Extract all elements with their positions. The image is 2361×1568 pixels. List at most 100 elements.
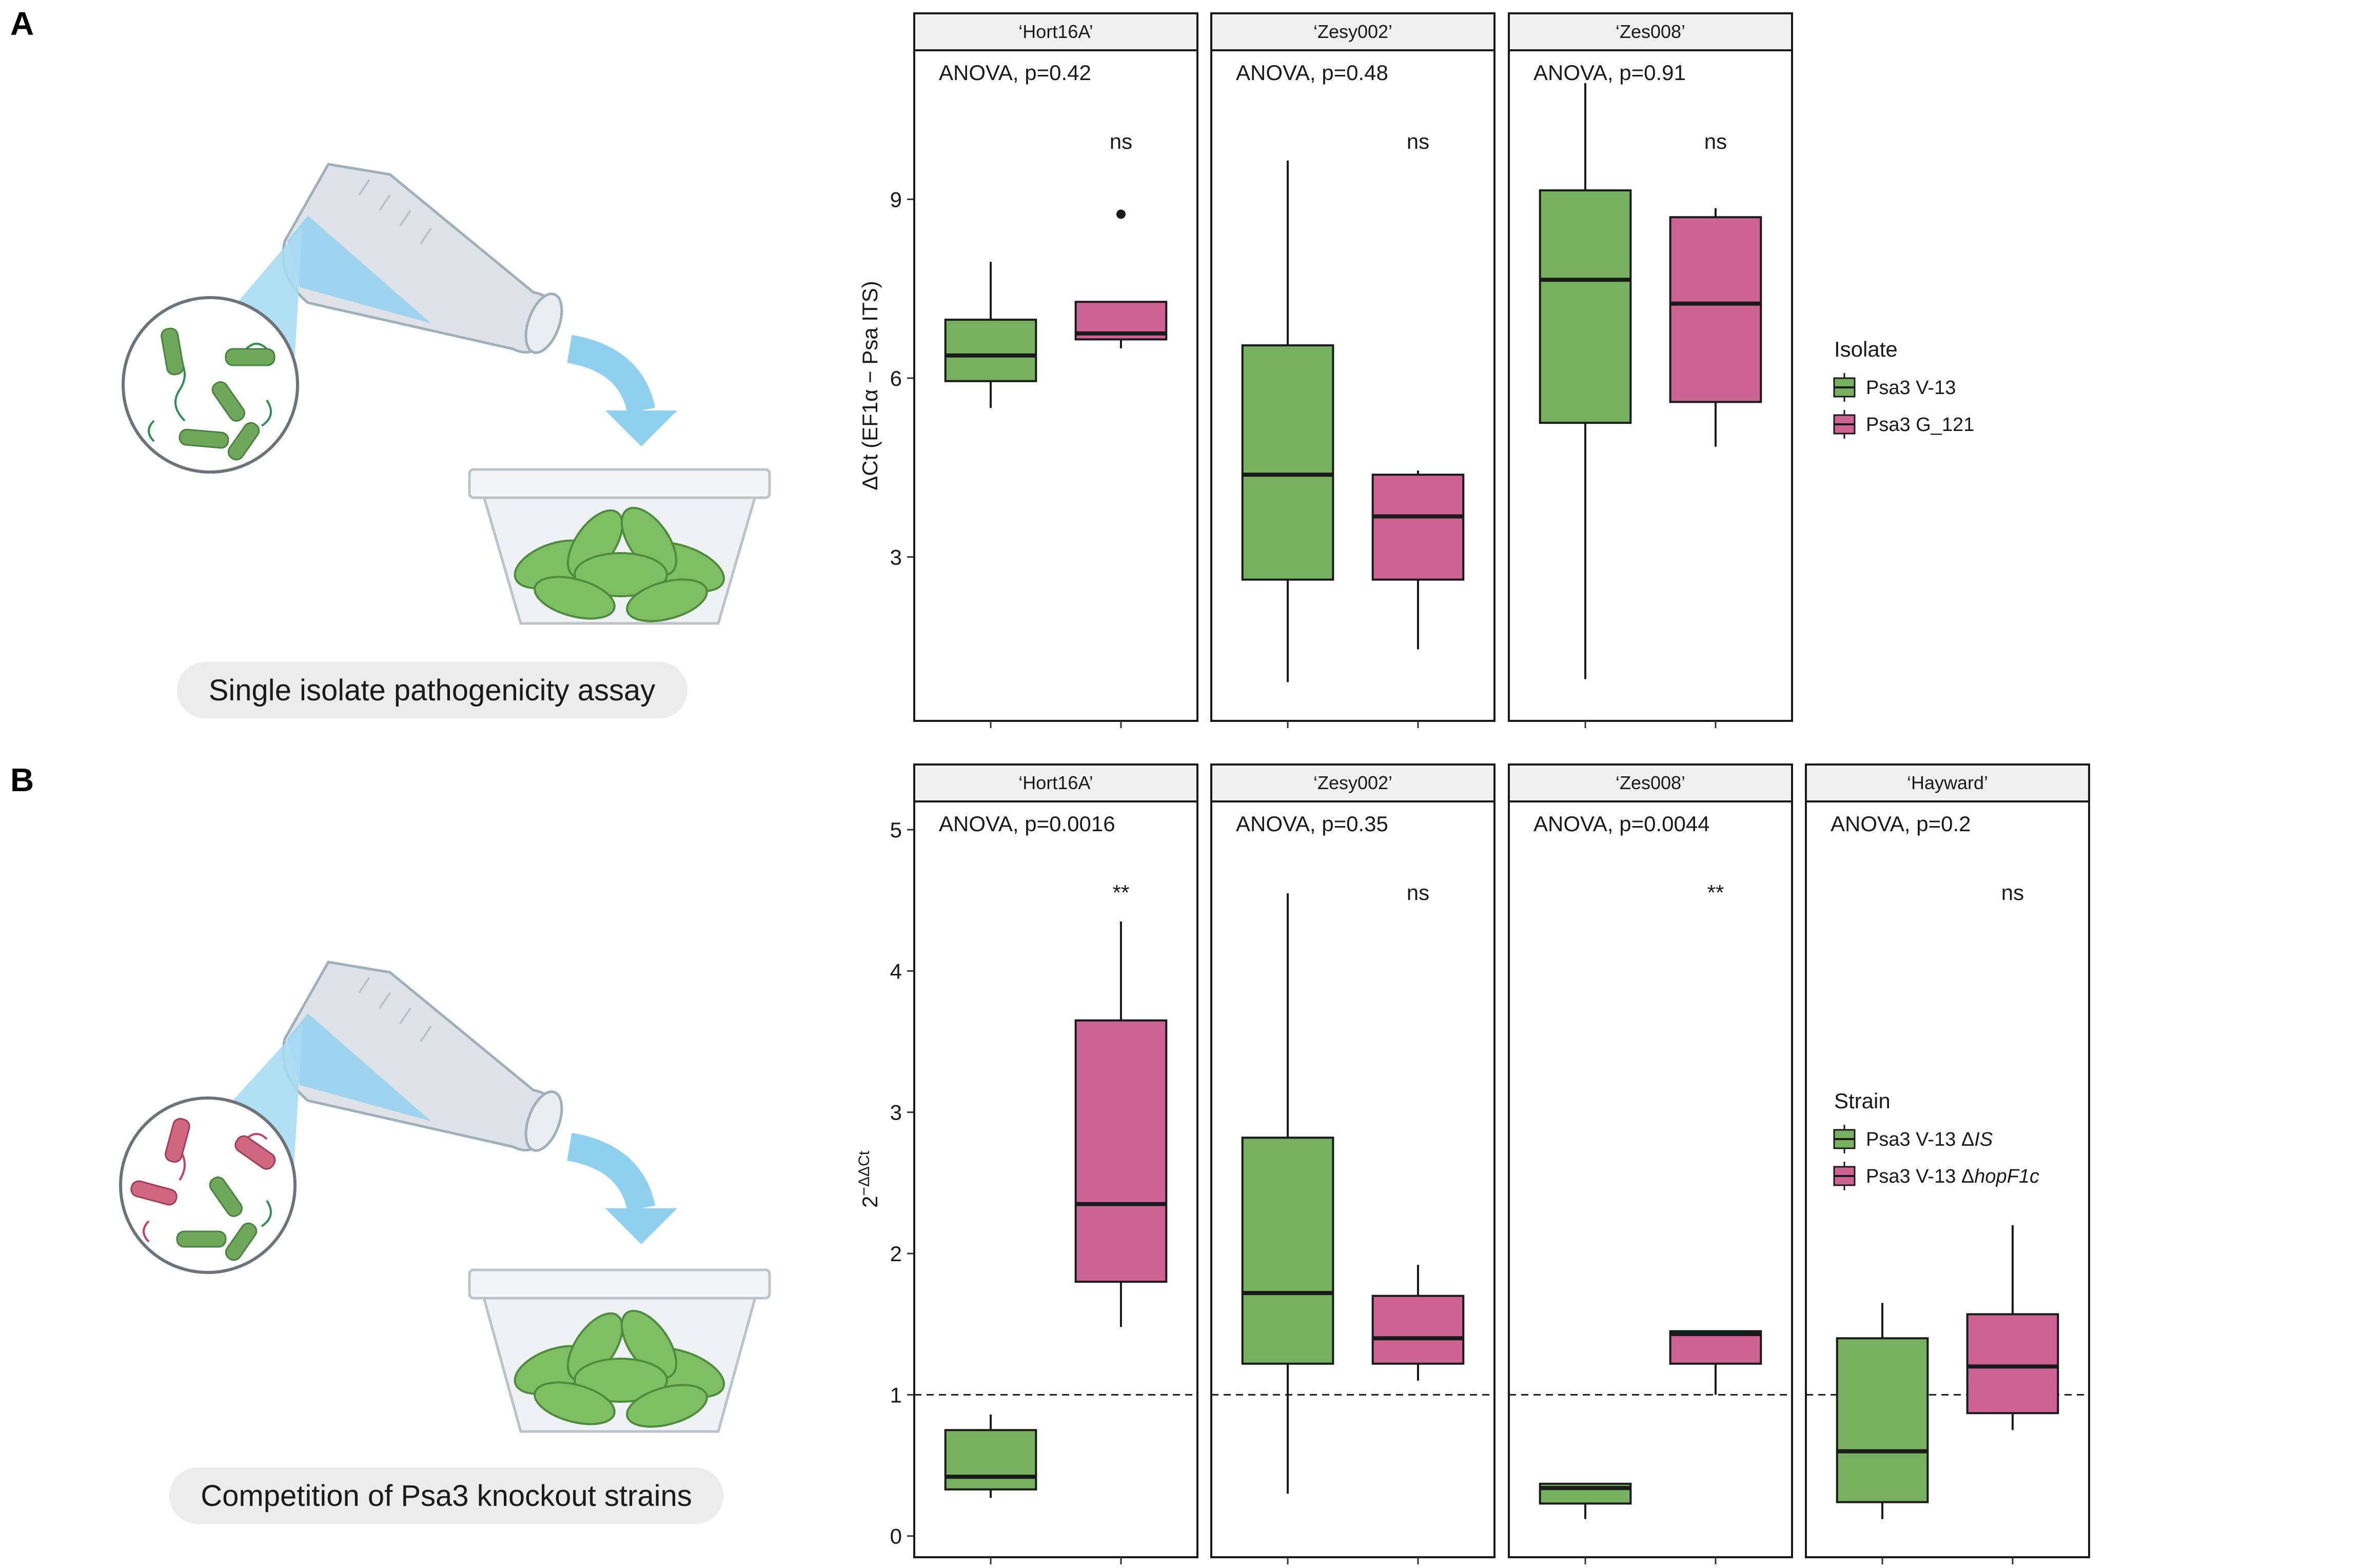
y-axis-title: 2−ΔΔCt: [856, 1150, 882, 1208]
facet-plot-border: [1508, 800, 1793, 1558]
legend-label: Psa3 V-13 ΔhopF1c: [1866, 1166, 2039, 1187]
significance-label: ns: [1110, 129, 1132, 153]
panel-a-letter: A: [10, 5, 34, 42]
box-pink: [1669, 208, 1762, 728]
legend-label-prefix: Psa3 V-13 Δ: [1866, 1166, 1974, 1187]
legend-label: Psa3 G_121: [1866, 414, 1974, 436]
significance-label: **: [1707, 880, 1724, 905]
facet-strip-label: ‘Zesy002’: [1313, 21, 1392, 42]
iqr-box: [1669, 1330, 1762, 1365]
facet-strip: [1210, 763, 1496, 802]
flask-pouring-bacteria-onto-plants-icon: [122, 163, 771, 625]
iqr-box: [1371, 474, 1465, 581]
box-green: [944, 1414, 1037, 1564]
facet-strip: [1805, 763, 2090, 802]
box-green: [1836, 1303, 1929, 1564]
legend-label-prefix: Psa3 V-13 Δ: [1866, 1129, 1974, 1150]
iqr-box: [1241, 1136, 1334, 1365]
panel-b-caption-pill: [169, 1467, 723, 1524]
significance-label: ns: [1704, 129, 1727, 153]
outlier-point: [1116, 209, 1126, 219]
y-tick-label: 3: [890, 545, 902, 570]
significance-label: ns: [1407, 129, 1429, 153]
legend: Isolate Psa3 V-13 Psa3 G_121: [1833, 337, 1974, 439]
panel-a-caption: Single isolate pathogenicity assay: [209, 674, 656, 707]
box-pink: [1371, 471, 1465, 728]
facet-strip-label: ‘Hort16A’: [1018, 772, 1093, 793]
anova-label: ANOVA, p=0.2: [1831, 812, 1971, 836]
box-pink: [1074, 922, 1168, 1564]
y-tick-label: 0: [890, 1524, 902, 1549]
facet-panel: ‘Zesy002’ ANOVA, p=0.35 ns: [1210, 763, 1496, 1564]
legend-label-gene: hopF1c: [1974, 1166, 2039, 1187]
y-tick-label: 4: [890, 959, 902, 983]
iqr-box: [1371, 1295, 1465, 1365]
y-tick-label: 2: [890, 1242, 902, 1266]
y-axis-title: ΔCt (EF1α − Psa ITS): [858, 281, 882, 490]
significance-label: **: [1113, 880, 1130, 905]
facet-panel: ‘Hayward’ ANOVA, p=0.2 ns: [1805, 763, 2090, 1564]
facet-panel: ‘Hort16A’ ANOVA, p=0.0016 **: [913, 763, 1198, 1564]
panel-b-caption: Competition of Psa3 knockout strains: [201, 1479, 692, 1513]
iqr-box: [1836, 1337, 1929, 1503]
legend-label-gene: IS: [1974, 1129, 1993, 1150]
y-tick-label: 6: [890, 366, 902, 390]
iqr-box: [1539, 189, 1632, 424]
facet-strip-label: ‘Zesy002’: [1313, 772, 1392, 793]
flask-pouring-mixed-bacteria-onto-plants-icon: [119, 961, 771, 1433]
legend-label: Psa3 V-13 ΔIS: [1866, 1129, 1993, 1150]
box-green: [1539, 1482, 1632, 1564]
facet-strip-label: ‘Zes008’: [1616, 772, 1685, 793]
box-pink: [1669, 1330, 1762, 1564]
legend-title: Strain: [1834, 1089, 1891, 1113]
iqr-box: [944, 1429, 1037, 1491]
facet-strip-label: ‘Hayward’: [1907, 772, 1988, 793]
legend-title: Isolate: [1834, 337, 1898, 361]
facet-plot-border: [913, 49, 1198, 722]
y-axis-title-main: 2: [858, 1196, 882, 1208]
anova-label: ANOVA, p=0.48: [1236, 61, 1388, 85]
panel-a-caption-pill: [177, 662, 687, 718]
facet-panel: ‘Zesy002’ ANOVA, p=0.48 ns: [1210, 12, 1496, 728]
facet-strip: [1508, 763, 1793, 802]
significance-label: ns: [1407, 880, 1429, 905]
anova-label: ANOVA, p=0.0044: [1533, 812, 1710, 836]
y-tick-label: 5: [890, 818, 902, 842]
facet-strip: [1508, 12, 1793, 51]
iqr-box: [1241, 344, 1334, 581]
y-tick-label: 1: [890, 1383, 902, 1407]
box-pink: [1966, 1225, 2059, 1564]
iqr-box: [944, 319, 1037, 382]
anova-label: ANOVA, p=0.42: [939, 61, 1091, 85]
panel-b-illustration: B: [10, 761, 771, 1524]
anova-label: ANOVA, p=0.35: [1236, 812, 1388, 836]
box-green: [1241, 160, 1334, 728]
panel-a-illustration: A: [10, 5, 771, 718]
significance-label: ns: [2001, 880, 2024, 905]
y-axis-title-main: ΔCt (EF1α − Psa ITS): [858, 281, 882, 490]
iqr-box: [1074, 1019, 1168, 1283]
facet-strip: [913, 12, 1198, 51]
box-green: [1539, 83, 1632, 728]
iqr-box: [1966, 1313, 2059, 1415]
anova-label: ANOVA, p=0.0016: [939, 812, 1115, 836]
facet-strip-label: ‘Zes008’: [1616, 21, 1685, 42]
facet-panel: ‘Zes008’ ANOVA, p=0.91 ns: [1508, 12, 1793, 728]
chart-a-boxplot: 3 6 9 ΔCt (EF1α − Psa ITS) ‘Hort16A’ ANOVA, p…: [858, 12, 1974, 728]
iqr-box: [1669, 216, 1762, 403]
box-green: [1241, 893, 1334, 1564]
y-axis-title-superscript: −ΔΔCt: [856, 1150, 873, 1195]
y-tick-label: 3: [890, 1101, 902, 1125]
panel-b-letter: B: [10, 761, 34, 798]
box-pink: [1371, 1265, 1465, 1564]
anova-label: ANOVA, p=0.91: [1533, 61, 1686, 85]
y-tick-label: 9: [890, 187, 902, 211]
box-pink: [1074, 209, 1168, 728]
facet-panel: ‘Zes008’ ANOVA, p=0.0044 **: [1508, 763, 1793, 1564]
legend-label: Psa3 V-13: [1866, 377, 1956, 399]
box-green: [944, 262, 1037, 728]
facet-strip-label: ‘Hort16A’: [1018, 21, 1093, 42]
